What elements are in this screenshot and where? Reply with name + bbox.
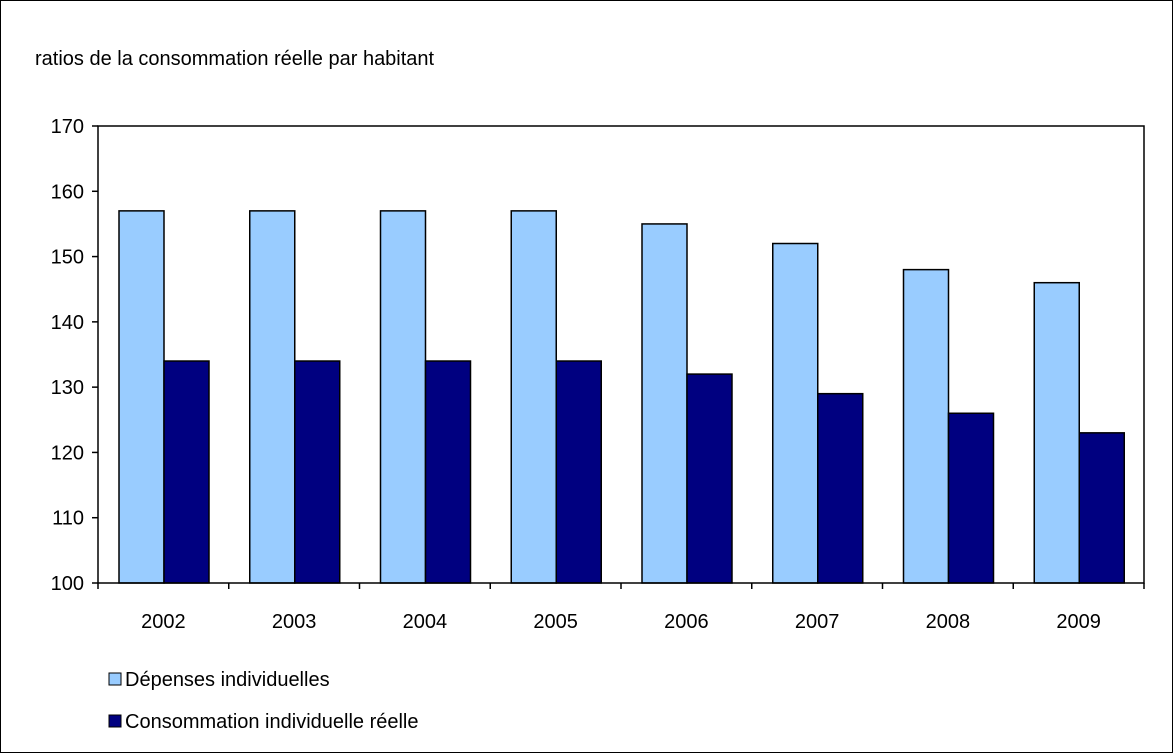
- legend: Dépenses individuelles Consommation indi…: [108, 669, 419, 733]
- bar-depenses-2007: [772, 242, 819, 584]
- legend-label-consommation: Consommation individuelle réelle: [125, 711, 419, 733]
- y-axis-label: ratios de la consommation réelle par hab…: [35, 48, 435, 70]
- x-tick-label-2004: 2004: [403, 611, 448, 633]
- bar-depenses-2009: [1033, 281, 1080, 584]
- bar-depenses-2005: [510, 210, 557, 584]
- x-tick-label-2005: 2005: [533, 611, 578, 633]
- bar-consommation-2005: [555, 360, 602, 584]
- bar-consommation-2009: [1078, 432, 1125, 584]
- x-tick-label-2003: 2003: [272, 611, 317, 633]
- y-tick-label-150: 150: [51, 247, 84, 269]
- legend-label-depenses: Dépenses individuelles: [125, 669, 330, 691]
- plot-area: 100 110 120 130 140 150 160 170 2002 2003 2004 2005…: [51, 116, 1145, 633]
- bar-consommation-2002: [163, 360, 210, 584]
- legend-swatch-consommation: [108, 714, 122, 728]
- bar-depenses-2004: [379, 210, 427, 584]
- y-tick-label-130: 130: [51, 377, 84, 399]
- y-tick-label-120: 120: [51, 442, 84, 464]
- bar-consommation-2006: [686, 373, 733, 584]
- y-tick-label-160: 160: [51, 181, 84, 203]
- y-tick-label-100: 100: [51, 573, 84, 595]
- bar-depenses-2003: [249, 210, 296, 584]
- x-tick-label-2002: 2002: [141, 611, 186, 633]
- bar-consommation-2007: [817, 392, 864, 584]
- bar-consommation-2003: [294, 360, 341, 584]
- x-tick-label-2009: 2009: [1056, 611, 1101, 633]
- bar-depenses-2002: [118, 210, 165, 584]
- y-tick-label-110: 110: [52, 508, 84, 530]
- bar-consommation-2004: [424, 360, 472, 584]
- x-tick-label-2006: 2006: [664, 611, 709, 633]
- y-tick-label-140: 140: [51, 312, 84, 334]
- y-tick-label-170: 170: [51, 116, 84, 138]
- x-tick-label-2007: 2007: [795, 611, 840, 633]
- bar-depenses-2006: [641, 223, 688, 584]
- legend-swatch-depenses: [108, 672, 122, 686]
- bar-consommation-2008: [947, 412, 995, 584]
- x-tick-label-2008: 2008: [926, 611, 971, 633]
- bar-depenses-2008: [902, 268, 950, 584]
